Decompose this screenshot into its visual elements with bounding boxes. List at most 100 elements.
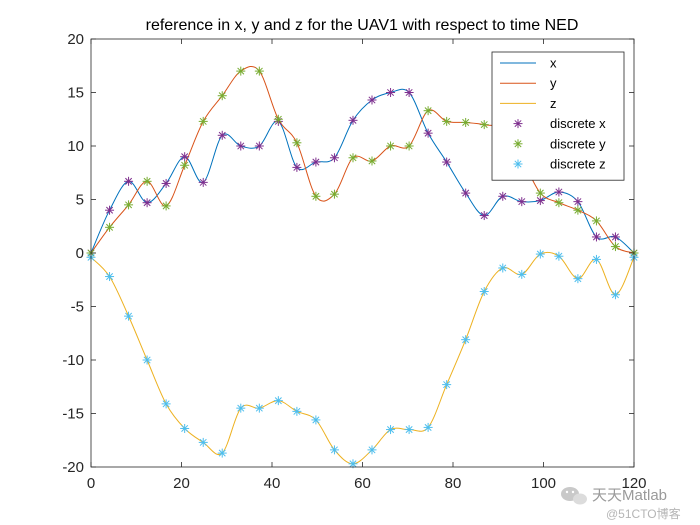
legend: xyz discrete x discrete y discrete z (491, 51, 625, 181)
legend-swatch-discrete-z (513, 159, 523, 169)
marker-discrete-z (498, 263, 508, 273)
marker-discrete-y (591, 216, 601, 226)
marker-discrete-x (292, 162, 302, 172)
marker-discrete-z (386, 425, 396, 435)
marker-discrete-x (329, 153, 339, 163)
marker-discrete-z (591, 254, 601, 264)
y-tick-label: 20 (67, 31, 84, 48)
marker-discrete-z (217, 448, 227, 458)
y-tick-label: -10 (62, 352, 84, 369)
marker-discrete-x (554, 187, 564, 197)
marker-discrete-y (292, 138, 302, 148)
marker-discrete-x (367, 95, 377, 105)
marker-discrete-z (367, 445, 377, 455)
marker-discrete-z (404, 425, 414, 435)
marker-discrete-z (479, 287, 489, 297)
x-tick-label: 0 (87, 475, 95, 492)
marker-discrete-y (554, 198, 564, 208)
marker-discrete-z (273, 396, 283, 406)
marker-discrete-x (386, 88, 396, 97)
marker-discrete-z (554, 251, 564, 261)
chart-title: reference in x, y and z for the UAV1 wit… (146, 17, 579, 34)
legend-label: z (550, 96, 557, 111)
marker-discrete-z (161, 399, 171, 409)
marker-discrete-y (105, 222, 115, 232)
marker-discrete-y (254, 66, 264, 76)
marker-discrete-y (273, 114, 283, 124)
marker-discrete-y (367, 156, 377, 166)
marker-discrete-x (254, 141, 264, 151)
marker-discrete-y (124, 200, 134, 210)
marker-discrete-x (180, 152, 190, 162)
legend-label: x (550, 56, 557, 71)
legend-label: discrete z (550, 157, 606, 172)
y-tick-label: -5 (71, 299, 84, 316)
marker-discrete-y (461, 117, 471, 127)
marker-discrete-x (198, 177, 208, 187)
marker-discrete-z (442, 380, 452, 390)
marker-discrete-y (329, 189, 339, 199)
marker-discrete-z (254, 403, 264, 413)
wechat-icon (561, 487, 587, 505)
marker-discrete-y (423, 106, 433, 116)
marker-discrete-y (348, 153, 358, 163)
legend-box (491, 51, 625, 181)
marker-discrete-z (124, 311, 134, 321)
marker-discrete-y (535, 188, 545, 198)
marker-discrete-z (535, 249, 545, 259)
marker-discrete-y (573, 205, 583, 215)
marker-discrete-x (236, 141, 246, 151)
y-tick-label: 0 (76, 245, 84, 262)
marker-discrete-x (142, 198, 152, 208)
watermark-sub: @51CTO博客 (606, 506, 681, 521)
marker-discrete-z (423, 422, 433, 432)
marker-discrete-x (610, 232, 620, 242)
marker-discrete-y (404, 141, 414, 151)
x-tick-label: 40 (264, 475, 281, 492)
marker-discrete-z (236, 403, 246, 413)
x-tick-label: 80 (445, 475, 462, 492)
marker-discrete-x (161, 178, 171, 188)
legend-swatch-discrete-x (513, 119, 523, 129)
marker-discrete-z (142, 355, 152, 365)
x-tick-label: 20 (173, 475, 190, 492)
series-line-x (90, 88, 635, 254)
watermark-main: 天天Matlab (592, 487, 667, 504)
marker-discrete-z (180, 423, 190, 433)
marker-discrete-z (610, 290, 620, 300)
marker-discrete-x (461, 188, 471, 198)
marker-discrete-x (591, 232, 601, 242)
marker-discrete-x (498, 191, 508, 201)
marker-discrete-y (610, 242, 620, 252)
legend-label: y (550, 76, 557, 91)
marker-discrete-x (124, 176, 134, 186)
y-tick-label: 10 (67, 138, 84, 155)
marker-discrete-z (311, 415, 321, 425)
watermark: 天天Matlab @51CTO博客 (561, 487, 681, 521)
marker-discrete-y (479, 120, 489, 130)
axes-layer: 0 20 40 60 80 100 120 -20 -15 -10 -5 0 5 10 15 20 (62, 31, 646, 492)
legend-label: discrete x (550, 116, 606, 131)
marker-discrete-x (311, 157, 321, 167)
marker-discrete-x (404, 88, 414, 97)
marker-discrete-z (105, 272, 115, 282)
marker-discrete-x (217, 130, 227, 140)
marker-discrete-z (198, 437, 208, 447)
y-tick-label: -15 (62, 406, 84, 423)
marker-discrete-z (461, 335, 471, 345)
marker-discrete-z (573, 274, 583, 284)
marker-discrete-y (198, 116, 208, 126)
marker-discrete-z (329, 445, 339, 455)
marker-discrete-y (442, 116, 452, 126)
marker-discrete-y (217, 91, 227, 101)
marker-discrete-z (517, 269, 527, 279)
marker-discrete-y (180, 160, 190, 170)
y-tick-label: -20 (62, 459, 84, 476)
marker-discrete-y (161, 201, 171, 211)
marker-discrete-y (236, 66, 246, 76)
marker-discrete-x (479, 211, 489, 221)
legend-swatch-discrete-y (513, 139, 523, 149)
marker-discrete-y (311, 191, 321, 201)
x-tick-label: 100 (531, 475, 556, 492)
